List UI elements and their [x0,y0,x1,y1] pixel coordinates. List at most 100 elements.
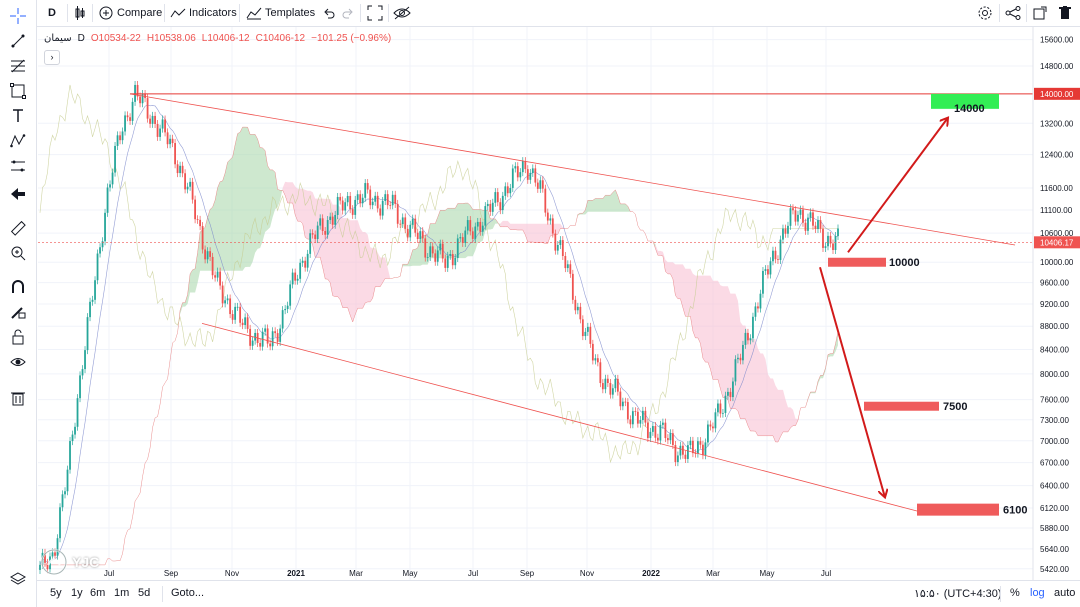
candle-body [149,118,151,124]
lock-drawing-icon[interactable] [8,302,28,322]
candle-body [231,314,234,320]
candle-body [271,331,274,347]
candle-body [521,161,524,173]
range-1m[interactable]: 1m [114,587,130,599]
prediction-tool-icon[interactable] [8,156,28,176]
candle-body [114,145,116,173]
candle-body [506,186,509,194]
candle-body [641,410,644,421]
share-icon[interactable] [1005,0,1021,26]
candle-body [39,564,41,570]
candle-body [646,422,649,439]
range-5d[interactable]: 5d [138,587,151,599]
hide-eye-icon[interactable] [393,0,411,26]
candle-body [732,381,734,398]
shape-rectangle-icon[interactable] [8,81,28,101]
candle-body [71,434,74,442]
candle-body [366,183,369,190]
candle-body [687,445,689,459]
candle-body [381,200,384,216]
layers-icon[interactable] [8,569,28,589]
target-box [828,257,886,267]
candle-body [644,410,647,423]
range-5y[interactable]: 5y [50,587,62,599]
cloud-segment [390,203,501,279]
candle-body [544,188,547,213]
price-tick-label: 6700.00 [1040,459,1069,468]
candle-body [316,225,319,240]
ruler-icon[interactable] [8,218,28,238]
fib-tool-icon[interactable] [8,56,28,76]
candle-body [561,240,564,256]
candle-type-icon[interactable] [74,0,86,26]
candle-body [594,358,597,361]
trend-line-icon[interactable] [8,31,28,51]
watermark-logo: YJC [40,548,99,576]
templates-button[interactable]: Templates [246,0,315,26]
price-tick-label: 8400.00 [1040,346,1069,355]
candle-body [789,208,792,226]
magnet-icon[interactable] [8,277,28,297]
candle-body [596,358,599,363]
price-tick-label: 6120.00 [1040,504,1069,513]
crosshair-icon[interactable] [8,6,28,26]
candle-body [344,202,347,211]
candle-body [249,328,252,346]
candle-body [139,96,141,104]
pattern-tool-icon[interactable] [8,131,28,151]
candle-body [269,343,272,347]
candle-body [61,494,64,508]
price-tick-label: 12400.00 [1040,151,1074,160]
candle-body [739,357,742,361]
candle-body [376,195,379,209]
candle-body [486,203,489,207]
candle-body [531,168,534,173]
range-1y[interactable]: 1y [71,587,83,599]
indicators-button[interactable]: Indicators [170,0,237,26]
candle-body [772,250,774,262]
candle-body [541,180,544,189]
candle-body [176,164,179,174]
candle-body [767,269,769,275]
eye-icon[interactable] [8,352,28,372]
redo-icon[interactable] [342,0,354,26]
candle-body [446,255,449,268]
text-tool-icon[interactable] [8,106,28,126]
candle-body [722,412,724,414]
candle-body [194,199,196,220]
compare-button[interactable]: Compare [99,0,162,26]
fullscreen-icon[interactable] [367,0,383,26]
candle-body [709,424,712,427]
goto-button[interactable]: Goto... [171,587,205,599]
back-arrow-icon[interactable] [8,184,28,204]
trash-icon[interactable] [1059,0,1071,26]
settings-gear-icon[interactable] [977,0,993,26]
log-toggle[interactable]: log [1030,587,1045,599]
candle-body [371,201,374,206]
snapshot-icon[interactable] [1033,0,1047,26]
auto-toggle[interactable]: auto [1054,587,1076,599]
candle-body [354,199,357,215]
interval-button[interactable]: D [48,7,56,19]
candle-body [201,226,204,250]
candle-body [69,441,71,470]
unlock-icon[interactable] [8,327,28,347]
legend-collapse-chevron-icon[interactable]: › [44,50,60,65]
symbol-name[interactable]: سیمان [44,33,72,44]
candle-body [454,257,457,266]
percent-toggle[interactable]: % [1010,587,1020,599]
candle-body [737,357,739,360]
zoom-in-icon[interactable] [8,243,28,263]
candle-body [106,187,109,213]
candle-body [769,261,772,275]
candle-body [784,228,787,234]
legend-interval: D [77,33,85,44]
undo-icon[interactable] [323,0,335,26]
timezone-label[interactable]: ۱۵:۵۰ (UTC+4:30) [914,588,1002,600]
price-tick-label: 8000.00 [1040,370,1069,379]
remove-drawings-icon[interactable] [8,388,28,408]
candle-body [464,230,467,243]
drawings: 14000 10000 7500 6100 [38,93,1033,517]
range-6m[interactable]: 6m [90,587,106,599]
